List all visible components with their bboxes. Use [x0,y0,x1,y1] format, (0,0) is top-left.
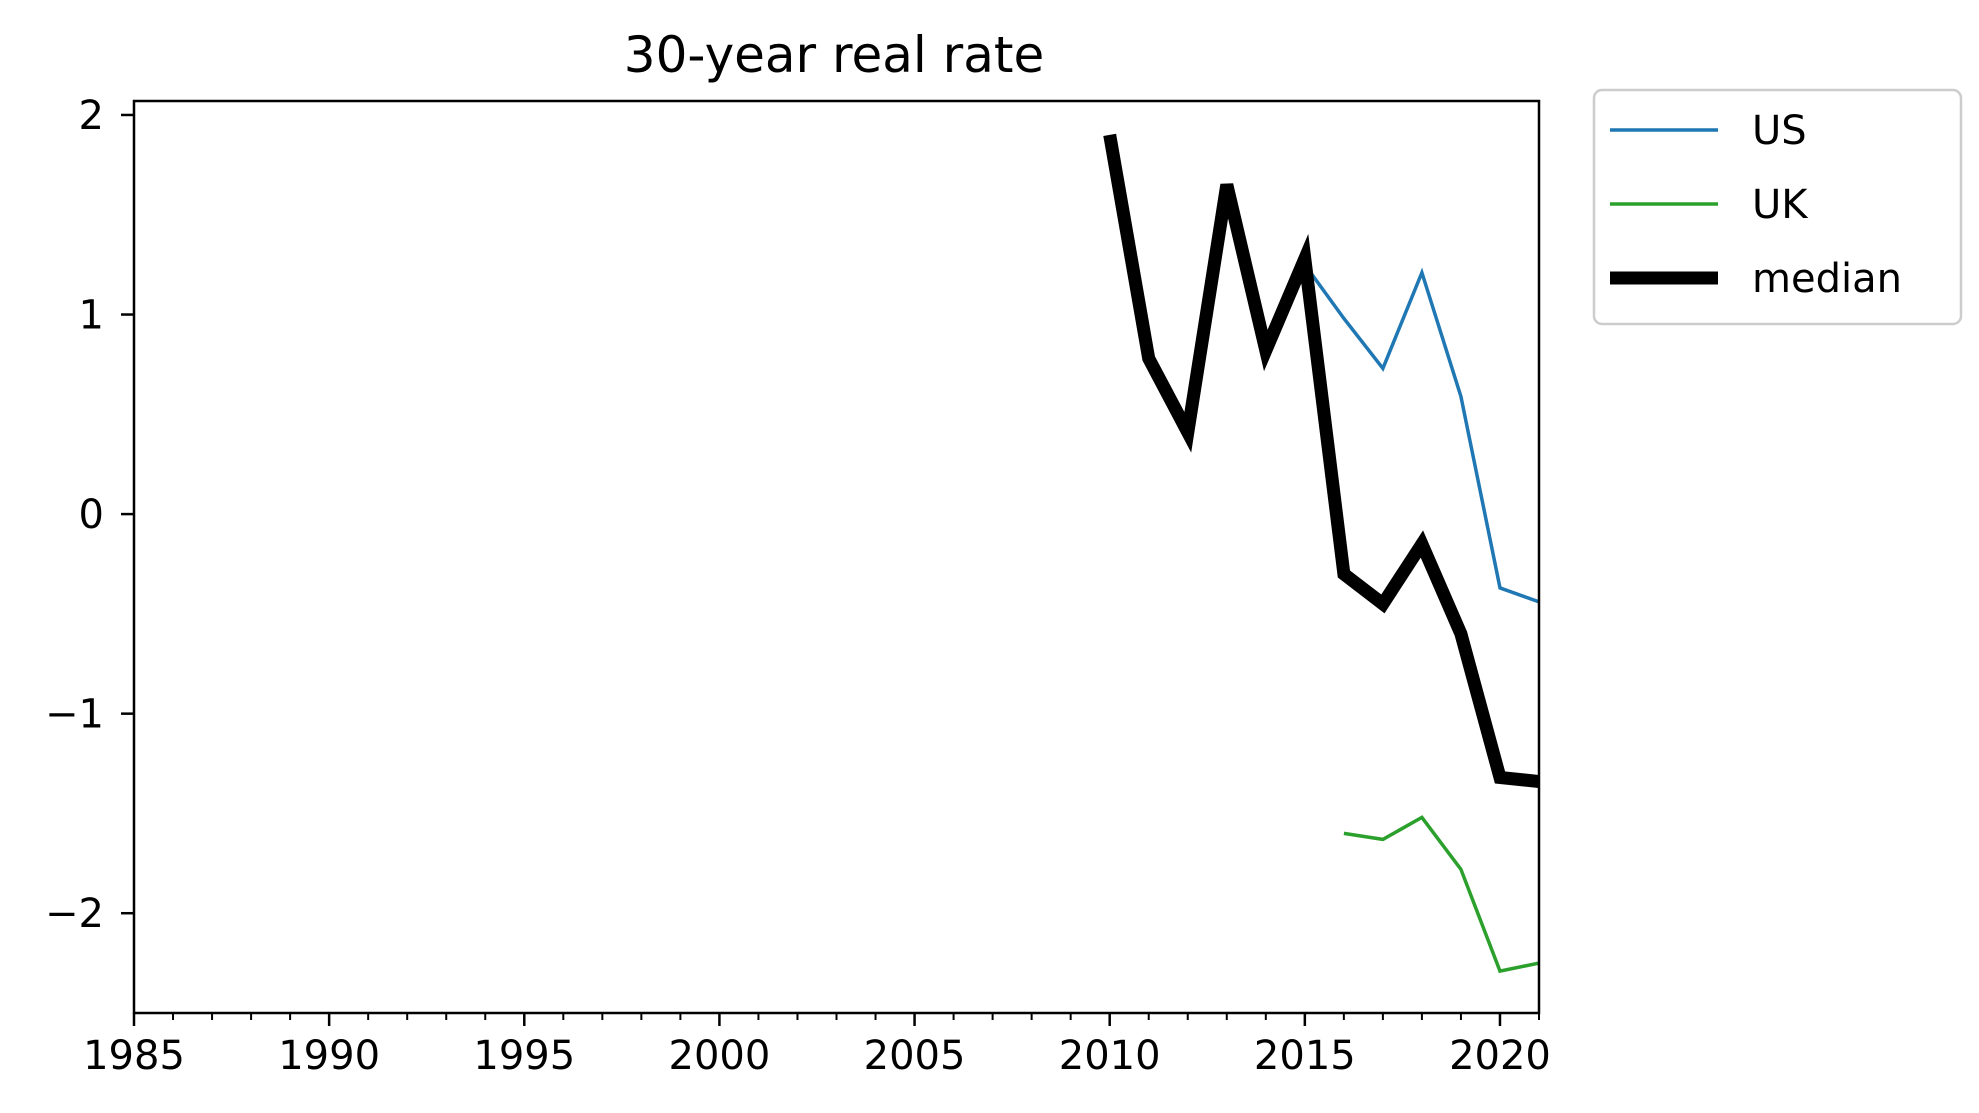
y-axis: 2 1 0 −1 −2 [45,93,134,937]
x-tick-label: 2005 [864,1033,966,1079]
series-line-UK [1343,815,1539,974]
y-tick-label: −1 [45,692,104,738]
legend: US UK median [1592,88,1963,326]
series-layer [1103,133,1539,974]
legend-label-UK: UK [1752,182,1809,228]
plot-area-frame [132,99,1541,1015]
y-tick-label: 1 [79,293,104,339]
x-tick-label: 2000 [669,1033,771,1079]
legend-label-median: median [1752,256,1902,302]
x-tick-label: 2020 [1449,1033,1551,1079]
x-tick-label: 1990 [278,1033,380,1079]
legend-items: US UK median [1610,108,1902,302]
x-tick-label: 2010 [1059,1033,1161,1079]
y-tick-label: 2 [79,93,104,139]
chart-title: 30-year real rate [624,26,1044,84]
x-tick-label: 1985 [83,1033,185,1079]
legend-frame [1592,88,1963,326]
y-tick-label: −2 [45,891,104,937]
series-line-US [1303,263,1539,604]
series-line-median [1103,133,1539,788]
x-axis: 1985 1990 1995 2000 2005 2010 2015 2020 [83,1013,1551,1079]
y-tick-label: 0 [79,492,104,538]
legend-label-US: US [1752,108,1807,154]
x-tick-label: 1995 [473,1033,575,1079]
x-tick-label: 2015 [1254,1033,1356,1079]
